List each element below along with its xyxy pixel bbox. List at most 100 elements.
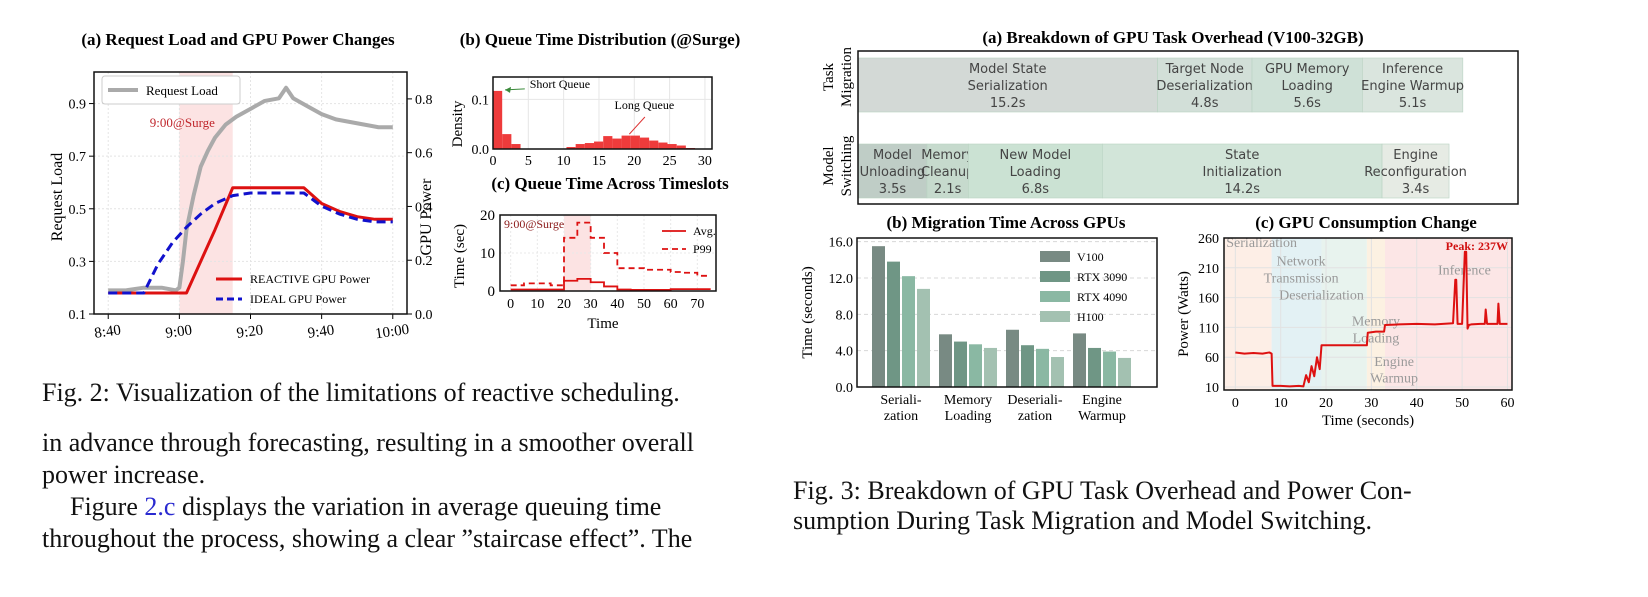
segment-value-label: 4.8s: [1191, 96, 1219, 111]
paragraph-line-3-prefix: Figure: [70, 492, 145, 521]
segment-label-line1: State: [1225, 148, 1259, 163]
bar-h100: [1118, 357, 1131, 387]
segment-label-line2: Serialization: [968, 79, 1048, 94]
x-tick-label: 20: [1319, 396, 1333, 411]
segment-label-line1: Model: [873, 148, 912, 163]
histogram-bar: [667, 144, 677, 149]
fig3-caption: Fig. 3: Breakdown of GPU Task Overhead a…: [793, 476, 1412, 536]
fig3a-chart: (a) Breakdown of GPU Task Overhead (V100…: [821, 28, 1519, 205]
plot-frame: [856, 237, 1158, 388]
y2-tick-label: 0.2: [415, 254, 433, 269]
y-tick-label: 4.0: [836, 345, 854, 360]
histogram-bar: [649, 140, 659, 149]
bar-rtx-3090: [1088, 347, 1101, 387]
fig2c-xlabel: Time: [587, 316, 618, 332]
bar-rtx-4090: [902, 276, 915, 387]
fig2c-panel: (c) Queue Time Across Timeslots 0 10 20 30 4…: [440, 168, 780, 338]
fig2c-chart: (c) Queue Time Across Timeslots 0 10 20 30 4…: [452, 174, 729, 332]
phase-label-network: Network: [1277, 254, 1326, 269]
fig2b-title: (b) Queue Time Distribution (@Surge): [460, 30, 741, 49]
segment-label-line1: Inference: [1382, 62, 1443, 77]
body-paragraph: in advance through forecasting, resultin…: [42, 427, 762, 555]
stacked-segment: [1362, 57, 1464, 113]
y-tick-label: 0.7: [69, 150, 87, 165]
legend-label: RTX 3090: [1077, 270, 1127, 284]
bar-v100: [1006, 329, 1019, 387]
phase-band: [1224, 238, 1272, 390]
x-tick-label: 9:40: [307, 322, 336, 342]
series-request-load: [108, 85, 393, 293]
legend-label-ideal: IDEAL GPU Power: [250, 292, 346, 306]
row-label-task-line2: Migration: [839, 47, 855, 107]
x-tick-label: zation: [884, 409, 918, 424]
long-queue-label: Long Queue: [615, 98, 675, 112]
figure-2c-link[interactable]: 2.c: [144, 492, 176, 521]
x-tick-label: 40: [1410, 396, 1424, 411]
fig2a-ylabel-left: Request Load: [49, 153, 66, 241]
x-tick-label: 70: [690, 297, 704, 312]
y-tick-label: 10: [1205, 381, 1219, 396]
x-tick-label: Warmup: [1078, 409, 1126, 424]
histogram-bar: [575, 144, 585, 149]
paragraph-line-1: in advance through forecasting, resultin…: [42, 428, 694, 457]
bar-rtx-4090: [1036, 348, 1049, 387]
phase-label-engine: Engine: [1374, 355, 1414, 370]
x-tick-label: 50: [637, 297, 651, 312]
fig2b-panel: (b) Queue Time Distribution (@Surge) 0 5 1…: [440, 22, 780, 172]
x-tick-label: 20: [557, 297, 571, 312]
fig3b-chart: (b) Migration Time Across GPUs 0.0 4.0 8.0…: [800, 213, 1158, 424]
fig2c-ylabel: Time (sec): [452, 224, 468, 288]
x-tick-label: 10: [557, 154, 571, 169]
legend-label: V100: [1077, 250, 1104, 264]
fig3c-ylabel: Power (Watts): [1176, 271, 1192, 357]
long-queue-arrow: [628, 116, 646, 135]
y-tick-label: 8.0: [836, 308, 854, 323]
histogram-bar: [630, 135, 640, 149]
plot-frame: [93, 71, 408, 315]
segment-label-line1: Memory: [921, 148, 974, 163]
plot-frame: [499, 214, 717, 292]
histogram-bar: [493, 90, 503, 149]
fig2a-chart: (a) Request Load and GPU Power Changes 8…: [49, 30, 435, 342]
legend-swatch: [1040, 311, 1070, 322]
phase-label-serialization: Serialization: [1226, 236, 1297, 251]
x-tick-label: zation: [1018, 409, 1052, 424]
y2-tick-label: 0.6: [415, 147, 433, 162]
x-tick-label: 9:00: [164, 322, 193, 342]
y-tick-label: 10: [480, 246, 495, 262]
y-tick-label: 0.1: [69, 308, 87, 323]
y-tick-label: 0.0: [836, 381, 854, 396]
phase-band: [1271, 238, 1322, 390]
segment-value-label: 3.5s: [879, 182, 907, 197]
x-tick-label: 30: [698, 154, 712, 169]
fig2-caption: Fig. 2: Visualization of the limitations…: [42, 378, 680, 407]
segment-value-label: 15.2s: [990, 96, 1026, 111]
bar-rtx-4090: [969, 344, 982, 387]
segment-label-line2: Initialization: [1203, 165, 1282, 180]
segment-label-line2: Cleanup: [921, 165, 974, 180]
legend-swatch: [1040, 251, 1070, 262]
histogram-bar: [566, 147, 576, 149]
x-tick-label: 10: [530, 297, 544, 312]
fig3b-title: (b) Migration Time Across GPUs: [887, 213, 1126, 232]
x-tick-label: Loading: [945, 409, 992, 424]
bar-rtx-3090: [954, 341, 967, 387]
segment-value-label: 5.1s: [1399, 96, 1427, 111]
fig3c-xlabel: Time (seconds): [1322, 413, 1414, 429]
segment-label-line2: Unloading: [860, 165, 926, 180]
y2-tick-label: 0.4: [415, 200, 433, 215]
fig3c-panel: (c) GPU Consumption Change 0 10 20 30 40 50 60…: [1170, 210, 1520, 435]
row-label-switch-line2: Switching: [839, 135, 855, 196]
surge-annotation: 9:00@Surge: [150, 115, 215, 130]
series-ideal-gpu-power: [108, 191, 393, 295]
series-p99: [510, 221, 711, 287]
segment-label-line1: New Model: [1000, 148, 1072, 163]
x-tick-label: 30: [1364, 396, 1378, 411]
y-tick-label: 0.0: [472, 143, 490, 158]
segment-label-line1: GPU Memory: [1265, 62, 1350, 77]
segment-label-line2: Loading: [1282, 79, 1333, 94]
segment-value-label: 3.4s: [1402, 182, 1430, 197]
fig3a-title: (a) Breakdown of GPU Task Overhead (V100…: [982, 28, 1363, 47]
surge-annotation: 9:00@Surge: [504, 217, 564, 231]
y-tick-label: 60: [1205, 351, 1219, 366]
